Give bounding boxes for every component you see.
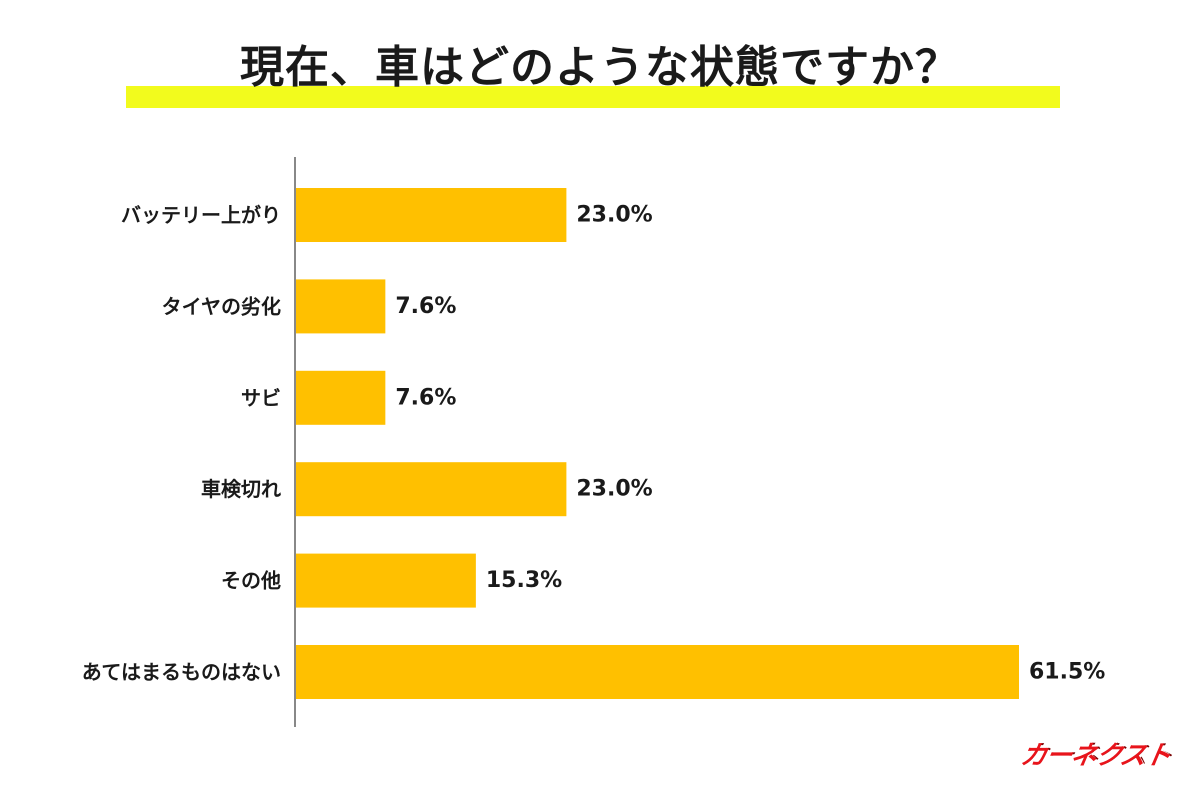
value-label: 23.0% [576, 477, 652, 502]
category-label: あてはまるものはない [82, 660, 281, 684]
bar [296, 279, 386, 334]
title-highlight-bar [126, 86, 1060, 108]
value-label: 23.0% [576, 203, 652, 228]
value-label: 61.5% [1029, 660, 1105, 685]
chart-title-block: 現在、車はどのような状態ですか？ [0, 30, 1200, 110]
bar [296, 462, 567, 517]
value-label: 7.6% [395, 385, 456, 410]
category-label: サビ [241, 386, 281, 410]
bar [296, 645, 1019, 699]
value-label: 7.6% [395, 294, 456, 319]
brand-logo-text: カーネクスト [1018, 741, 1173, 771]
bar [296, 553, 476, 608]
bar [296, 370, 386, 425]
bar [296, 188, 567, 242]
chart-title: 現在、車はどのような状態ですか？ [240, 42, 960, 93]
brand-logo: カーネクスト [1018, 736, 1173, 776]
category-label: 車検切れ [201, 477, 281, 501]
category-label: バッテリー上がり [121, 203, 281, 227]
category-label: その他 [221, 569, 281, 593]
category-label: タイヤの劣化 [162, 294, 281, 318]
value-label: 15.3% [486, 568, 562, 593]
